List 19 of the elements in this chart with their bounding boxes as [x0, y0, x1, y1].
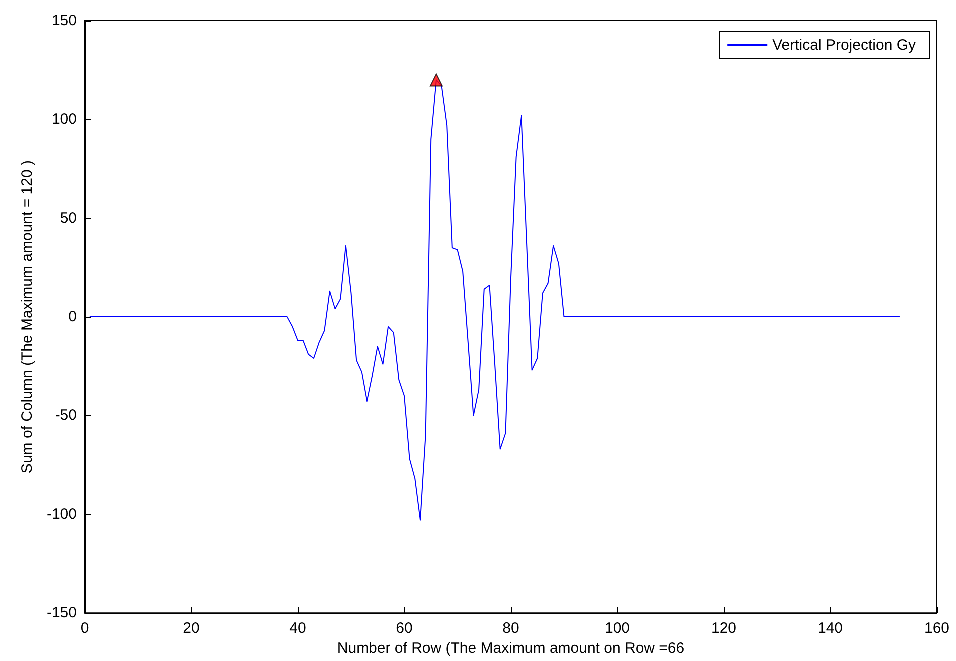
x-tick-label: 140	[818, 620, 844, 638]
y-tick-label: 100	[52, 111, 77, 128]
y-axis-title: Sum of Column (The Maximum amount = 120 )	[19, 160, 36, 474]
x-tick-label: 40	[290, 620, 306, 638]
y-tick-label: -150	[46, 604, 77, 622]
y-tick-label: -50	[55, 407, 77, 424]
y-tick-label: -100	[46, 506, 77, 523]
y-tick-label: 150	[52, 12, 77, 30]
x-tick-label: 20	[183, 620, 200, 638]
x-tick-label: 160	[924, 620, 950, 638]
x-tick-label: 60	[396, 620, 413, 638]
x-tick-label: 80	[502, 620, 520, 638]
x-tick-label: 100	[604, 620, 630, 638]
y-tick-label: 50	[60, 210, 77, 227]
x-axis-title: Number of Row (The Maximum amount on Row =66	[337, 640, 685, 657]
x-tick-label: 0	[80, 620, 90, 638]
legend-label: Vertical Projection Gy	[772, 37, 916, 54]
y-tick-label: 0	[68, 308, 77, 326]
x-tick-label: 120	[711, 620, 737, 638]
